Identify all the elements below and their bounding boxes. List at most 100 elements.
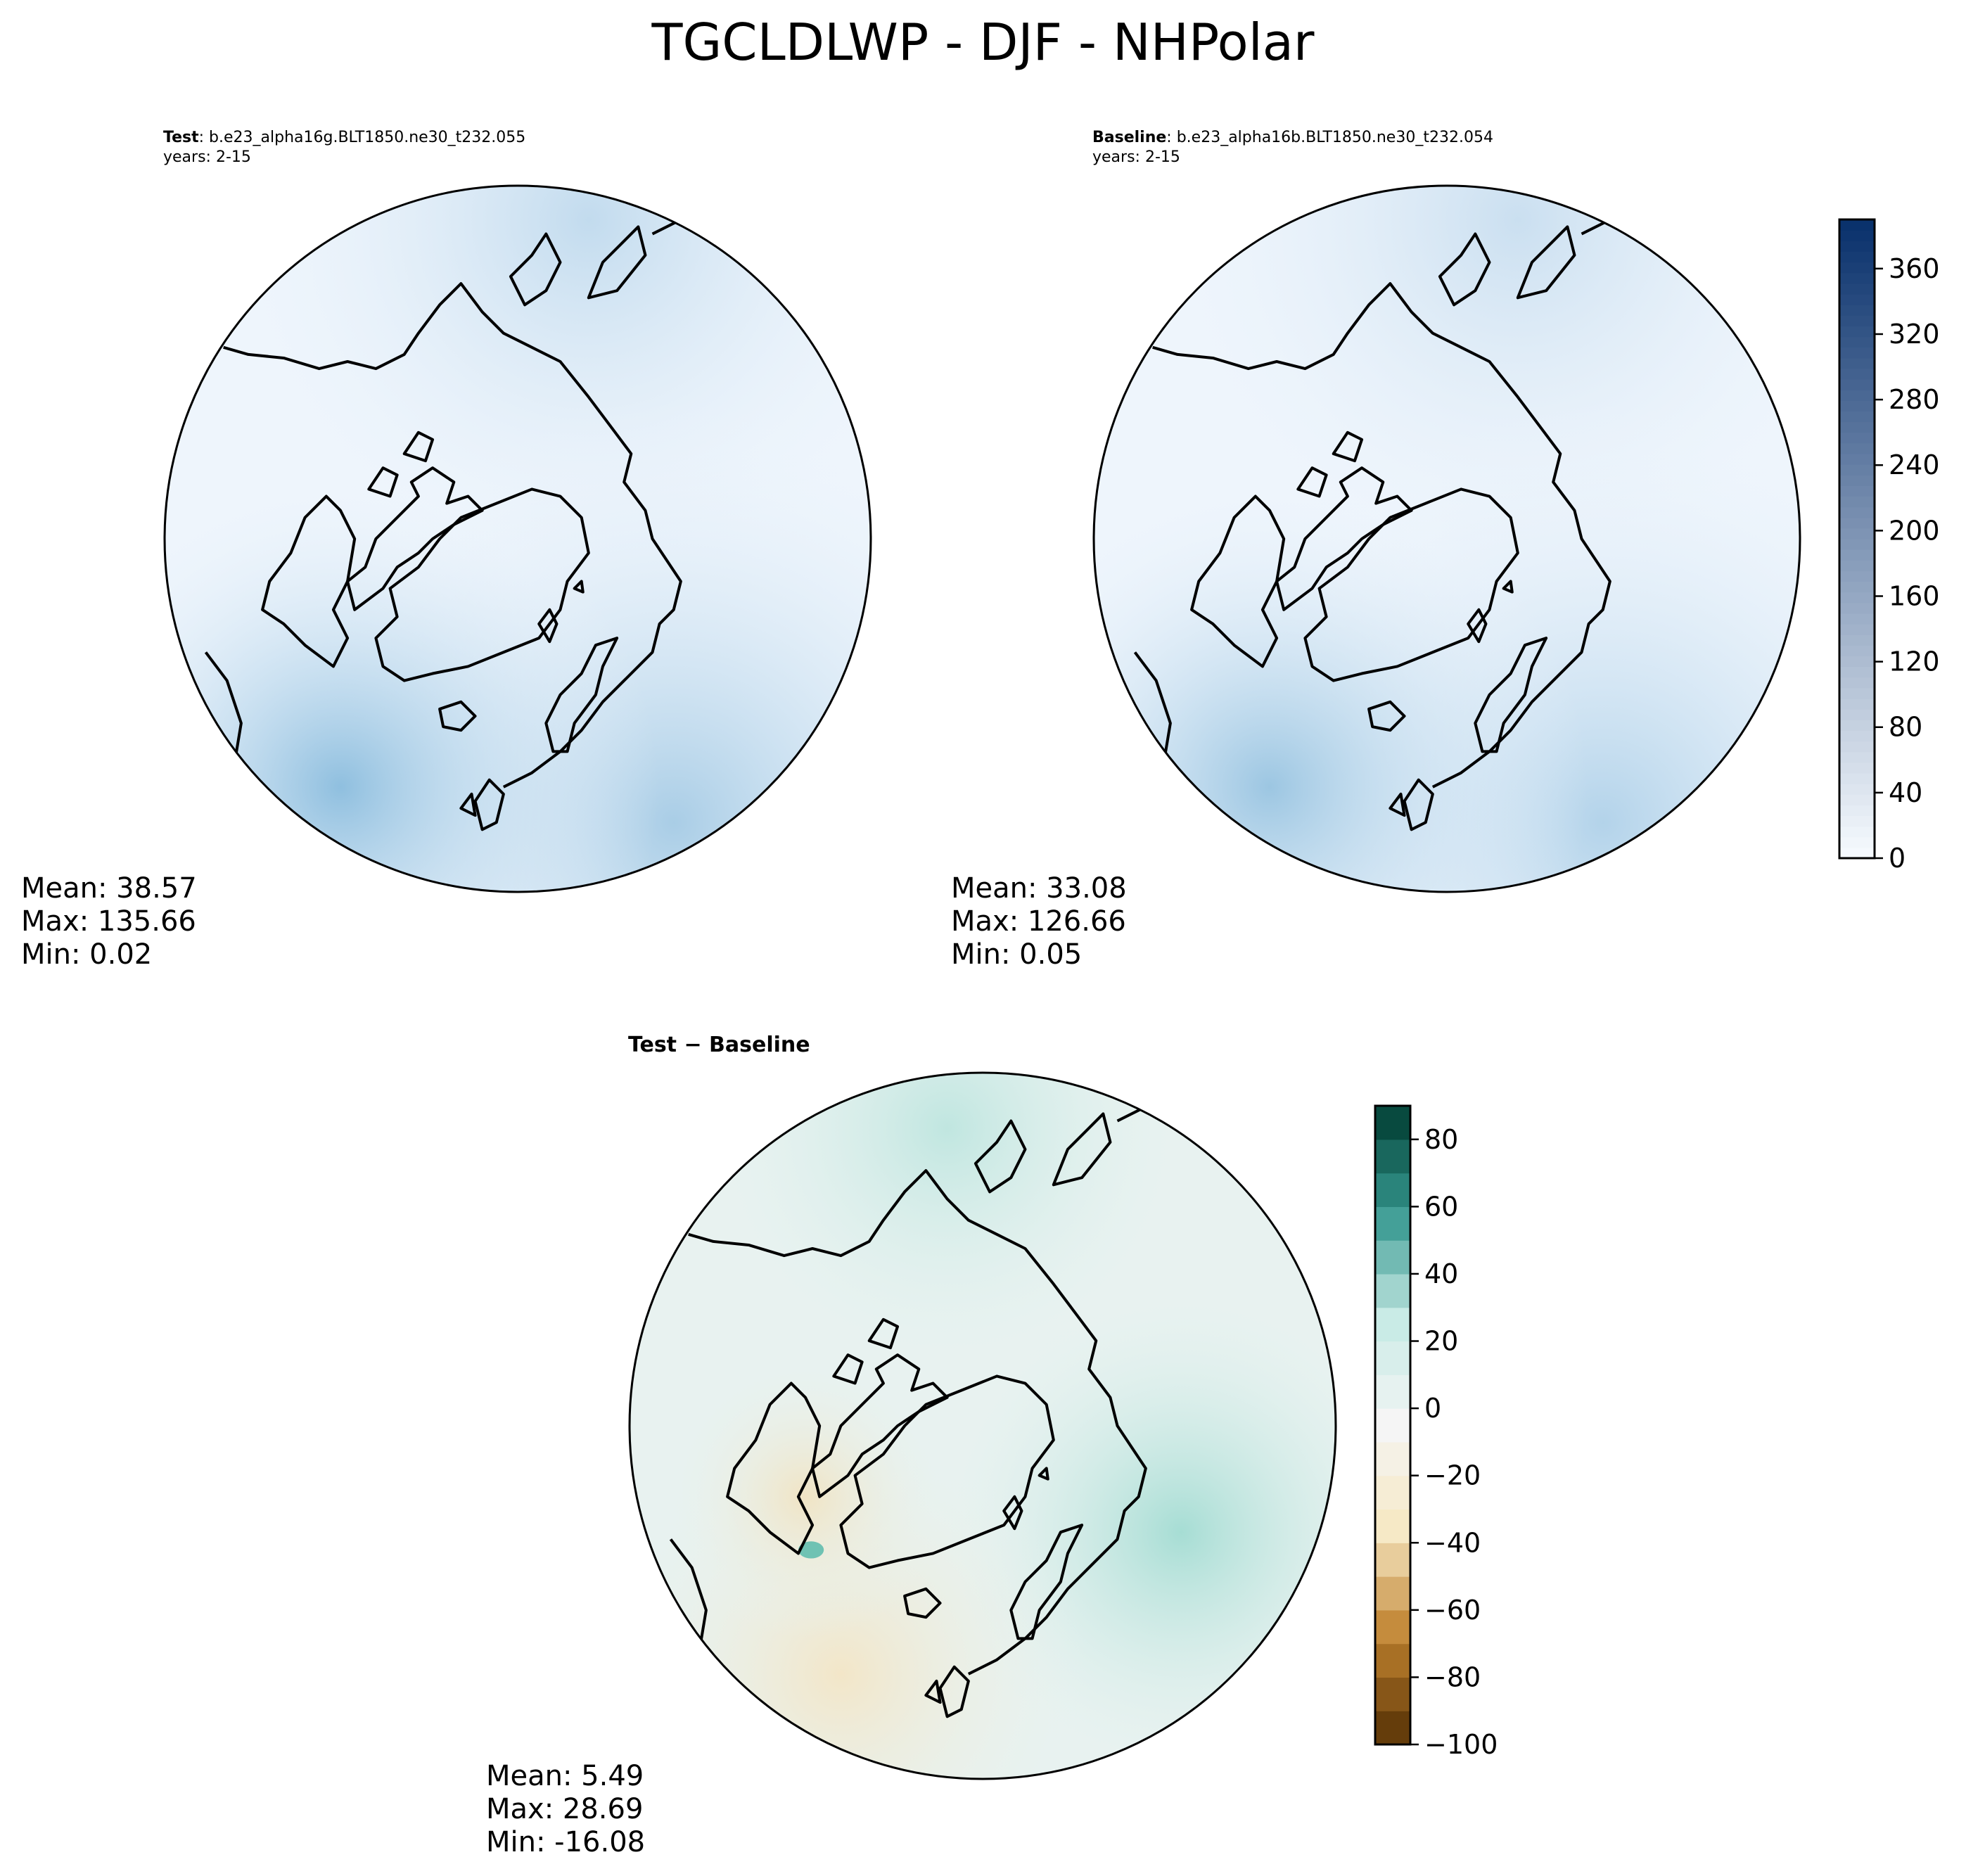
abs-colorbar-band: [1839, 570, 1875, 582]
diff-colorbar-band: [1375, 1240, 1410, 1275]
baseline-field: [1094, 186, 1800, 892]
test-map-boundary: [163, 184, 872, 893]
abs-colorbar-band: [1839, 613, 1875, 625]
diff-colorbar-band: [1375, 1341, 1410, 1375]
diff-colorbar-band: [1375, 1273, 1410, 1308]
abs-colorbar-band: [1839, 453, 1875, 465]
difference-stats: Mean: 5.49 Max: 28.69 Min: -16.08: [486, 1760, 645, 1859]
abs-colorbar-band: [1839, 751, 1875, 763]
abs-colorbar-tick-label: 40: [1889, 777, 1922, 808]
abs-colorbar-tick-label: 200: [1889, 515, 1940, 546]
abs-colorbar-band: [1839, 656, 1875, 668]
diff-colorbar-tick-label: −100: [1424, 1729, 1498, 1760]
abs-colorbar-band: [1839, 379, 1875, 390]
abs-colorbar-tick-label: 80: [1889, 712, 1922, 743]
test-stats: Mean: 38.57 Max: 135.66 Min: 0.02: [21, 872, 197, 971]
abs-colorbar-band: [1839, 826, 1875, 838]
difference-min: Min: -16.08: [486, 1826, 646, 1858]
diff-colorbar-tick-label: 0: [1424, 1393, 1441, 1424]
abs-colorbar-band: [1839, 432, 1875, 444]
abs-colorbar-band: [1839, 442, 1875, 454]
baseline-case-name: : b.e23_alpha16b.BLT1850.ne30_t232.054: [1166, 129, 1493, 146]
abs-colorbar-tick-label: 160: [1889, 580, 1940, 611]
diff-colorbar-tick-label: −20: [1424, 1460, 1481, 1491]
baseline-years: years: 2-15: [1092, 148, 1180, 166]
diff-colorbar-tick-label: −60: [1424, 1595, 1481, 1626]
abs-colorbar-band: [1839, 496, 1875, 508]
abs-colorbar-band: [1839, 847, 1875, 859]
diff-colorbar-band: [1375, 1576, 1410, 1611]
abs-colorbar-band: [1839, 336, 1875, 348]
abs-colorbar-band: [1839, 219, 1875, 231]
abs-colorbar-band: [1839, 485, 1875, 497]
diff-colorbar-band: [1375, 1139, 1410, 1174]
diff-colorbar-tick-label: 40: [1424, 1258, 1458, 1289]
diff-colorbar-band: [1375, 1374, 1410, 1409]
abs-colorbar-band: [1839, 772, 1875, 784]
baseline-label-bold: Baseline: [1092, 129, 1167, 146]
diff-colorbar-band: [1375, 1643, 1410, 1678]
abs-colorbar-band: [1839, 241, 1875, 252]
abs-colorbar-band: [1839, 464, 1875, 476]
abs-colorbar-band: [1839, 549, 1875, 561]
abs-colorbar-band: [1839, 815, 1875, 827]
abs-colorbar-band: [1839, 794, 1875, 805]
abs-colorbar-band: [1839, 602, 1875, 614]
abs-colorbar-tick-label: 0: [1889, 843, 1906, 874]
abs-colorbar-band: [1839, 262, 1875, 274]
diff-colorbar-band: [1375, 1106, 1410, 1140]
abs-colorbar-band: [1839, 560, 1875, 571]
diff-colorbar-tick-label: 80: [1424, 1124, 1458, 1155]
baseline-map: [1092, 184, 1801, 893]
abs-colorbar-band: [1839, 421, 1875, 433]
abs-colorbar-band: [1839, 709, 1875, 720]
abs-colorbar-band: [1839, 805, 1875, 817]
diff-colorbar-band: [1375, 1173, 1410, 1207]
test-field: [165, 186, 871, 892]
abs-colorbar-frame: [1838, 218, 1876, 860]
abs-colorbar-band: [1839, 305, 1875, 316]
abs-colorbar-band: [1839, 390, 1875, 401]
abs-colorbar-band: [1839, 411, 1875, 423]
abs-colorbar-band: [1839, 506, 1875, 518]
baseline-max: Max: 126.66: [951, 905, 1126, 938]
abs-colorbar-band: [1839, 357, 1875, 369]
diff-colorbar-tick-label: 20: [1424, 1326, 1458, 1357]
test-case-name: : b.e23_alpha16g.BLT1850.ne30_t232.055: [198, 129, 526, 146]
baseline-stats: Mean: 33.08 Max: 126.66 Min: 0.05: [951, 872, 1127, 971]
difference-map-boundary: [628, 1071, 1337, 1780]
abs-colorbar-band: [1839, 645, 1875, 657]
abs-colorbar-tick-label: 320: [1889, 319, 1940, 350]
diff-colorbar-tick-label: 60: [1424, 1191, 1458, 1222]
abs-colorbar-tick-label: 280: [1889, 384, 1940, 415]
baseline-map-boundary: [1092, 184, 1801, 893]
baseline-mean: Mean: 33.08: [951, 872, 1127, 905]
baseline-min: Min: 0.05: [951, 938, 1083, 971]
abs-colorbar-band: [1839, 784, 1875, 795]
abs-colorbar-band: [1839, 475, 1875, 486]
abs-colorbar-band: [1839, 741, 1875, 753]
abs-colorbar-band: [1839, 347, 1875, 359]
diff-colorbar-band: [1375, 1677, 1410, 1711]
abs-colorbar-band: [1839, 687, 1875, 699]
abs-colorbar-band: [1839, 368, 1875, 380]
abs-colorbar-band: [1839, 539, 1875, 550]
abs-colorbar-band: [1839, 283, 1875, 295]
abs-colorbar-band: [1839, 634, 1875, 646]
abs-colorbar-band: [1839, 836, 1875, 848]
baseline-panel-header: Baseline: b.e23_alpha16b.BLT1850.ne30_t2…: [1092, 128, 1493, 167]
difference-field: [630, 1073, 1336, 1779]
abs-colorbar-band: [1839, 698, 1875, 710]
abs-colorbar-band: [1839, 251, 1875, 263]
test-mean: Mean: 38.57: [21, 872, 197, 905]
diff-colorbar-band: [1375, 1206, 1410, 1241]
difference-max: Max: 28.69: [486, 1793, 644, 1825]
abs-colorbar-band: [1839, 517, 1875, 529]
abs-colorbar-tick-label: 240: [1889, 449, 1940, 480]
figure-title: TGCLDLWP - DJF - NHPolar: [651, 13, 1315, 72]
abs-colorbar: 0 40 80 120 160 200 240 280 320 360: [1838, 218, 1940, 874]
test-label-bold: Test: [163, 129, 199, 146]
abs-colorbar-band: [1839, 230, 1875, 241]
difference-mean: Mean: 5.49: [486, 1760, 644, 1792]
diff-colorbar-frame: [1374, 1104, 1412, 1746]
